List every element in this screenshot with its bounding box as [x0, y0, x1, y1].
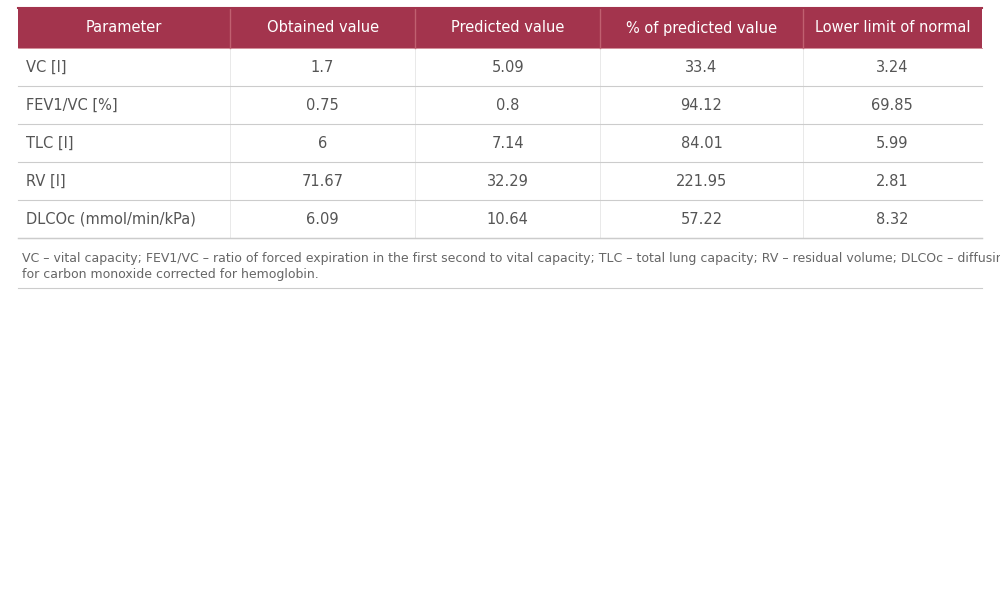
Text: 7.14: 7.14: [491, 136, 524, 151]
Text: 3.24: 3.24: [876, 59, 909, 74]
Bar: [230, 8, 415, 48]
Text: 2.81: 2.81: [876, 173, 909, 188]
Text: 10.64: 10.64: [487, 211, 529, 226]
Text: VC – vital capacity; FEV1/VC – ratio of forced expiration in the first second to: VC – vital capacity; FEV1/VC – ratio of …: [22, 252, 1000, 265]
Text: 221.95: 221.95: [676, 173, 727, 188]
Bar: [803, 8, 982, 48]
Text: 8.32: 8.32: [876, 211, 909, 226]
Text: 71.67: 71.67: [302, 173, 344, 188]
Text: 1.7: 1.7: [311, 59, 334, 74]
Text: for carbon monoxide corrected for hemoglobin.: for carbon monoxide corrected for hemogl…: [22, 268, 319, 281]
Text: 94.12: 94.12: [681, 97, 722, 113]
Bar: [18, 8, 230, 48]
Text: RV [l]: RV [l]: [26, 173, 66, 188]
Text: Obtained value: Obtained value: [267, 20, 379, 35]
Bar: [415, 8, 600, 48]
Text: VC [l]: VC [l]: [26, 59, 66, 74]
Text: 33.4: 33.4: [685, 59, 718, 74]
Bar: [18, 162, 982, 200]
Text: 0.75: 0.75: [306, 97, 339, 113]
Bar: [18, 200, 982, 238]
Text: 6: 6: [318, 136, 327, 151]
Bar: [18, 48, 982, 86]
Text: 6.09: 6.09: [306, 211, 339, 226]
Text: 57.22: 57.22: [680, 211, 723, 226]
Text: % of predicted value: % of predicted value: [626, 20, 777, 35]
Text: Parameter: Parameter: [86, 20, 162, 35]
Text: DLCOc (mmol/min/kPa): DLCOc (mmol/min/kPa): [26, 211, 196, 226]
Text: Lower limit of normal: Lower limit of normal: [815, 20, 970, 35]
Text: 32.29: 32.29: [487, 173, 529, 188]
Text: Predicted value: Predicted value: [451, 20, 564, 35]
Bar: [600, 8, 803, 48]
Text: 5.99: 5.99: [876, 136, 909, 151]
Text: 0.8: 0.8: [496, 97, 519, 113]
Text: FEV1/VC [%]: FEV1/VC [%]: [26, 97, 118, 113]
Text: 84.01: 84.01: [681, 136, 722, 151]
Text: 5.09: 5.09: [491, 59, 524, 74]
Text: 69.85: 69.85: [871, 97, 913, 113]
Bar: [18, 124, 982, 162]
Bar: [18, 86, 982, 124]
Text: TLC [l]: TLC [l]: [26, 136, 74, 151]
